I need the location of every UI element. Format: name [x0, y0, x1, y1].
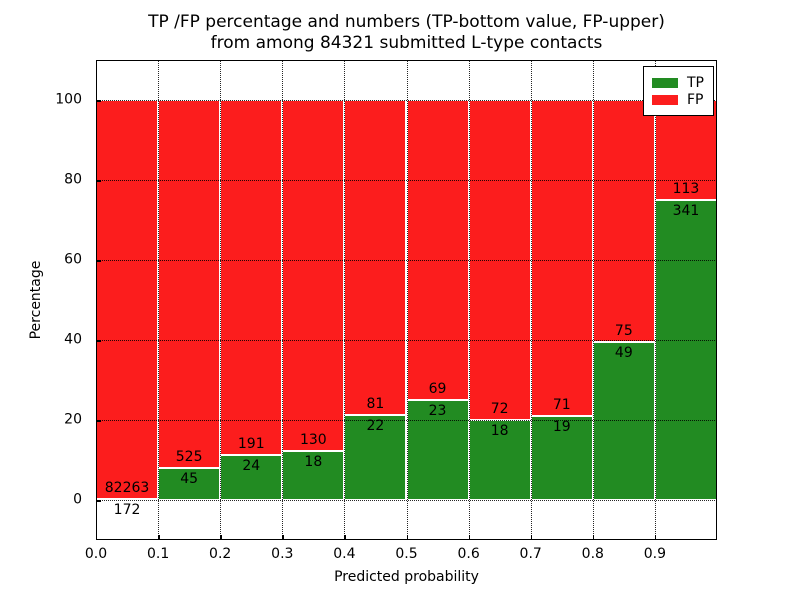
y-tick-mark [96, 340, 101, 342]
x-tick-label: 0.8 [581, 546, 604, 562]
fp-count-label: 82263 [104, 480, 150, 497]
tp-bar-segment [468, 420, 531, 500]
gridline-vertical [530, 60, 532, 540]
fp-bar-segment [282, 100, 345, 452]
x-tick-label: 0.3 [271, 546, 294, 562]
y-tick-mark [96, 100, 101, 102]
tp-count-label: 24 [242, 458, 261, 475]
tp-count-label: 18 [304, 454, 323, 471]
x-tick-label: 0.2 [209, 546, 232, 562]
legend-item-tp: TP [652, 75, 704, 90]
fp-count-label: 75 [614, 322, 633, 339]
tp-bar-segment [158, 468, 221, 500]
fp-count-label: 113 [672, 180, 700, 197]
x-tick-mark [220, 535, 222, 540]
y-tick-mark [96, 260, 101, 262]
fp-count-label: 525 [175, 449, 203, 466]
fp-legend-swatch [652, 94, 678, 105]
gridline-vertical [654, 60, 656, 540]
legend-item-fp: FP [652, 92, 704, 107]
gridline-vertical [406, 60, 408, 540]
x-axis-label: Predicted probability [334, 569, 479, 585]
tp-count-label: 45 [180, 471, 199, 488]
fp-count-label: 69 [428, 381, 447, 397]
x-tick-label: 0.0 [84, 546, 108, 562]
x-tick-mark [158, 535, 160, 540]
x-tick-label: 0.1 [146, 546, 170, 562]
y-tick-label: 80 [64, 171, 82, 188]
x-tick-label: 0.4 [333, 546, 356, 562]
x-tick-mark [344, 535, 346, 540]
tp-count-label: 341 [672, 202, 700, 219]
gridline-vertical [592, 60, 594, 540]
x-tick-mark [592, 535, 595, 540]
fp-count-label: 72 [490, 401, 509, 417]
y-tick-label: 40 [64, 331, 82, 348]
x-axis-ticks: 0.0 0.1 0.2 0.3 0.4 0.5 0.6 0.7 0.8 0.9 [85, 546, 717, 564]
tp-count-label: 23 [428, 403, 447, 419]
tp-count-label: 49 [614, 344, 633, 361]
y-tick-mark [96, 420, 101, 422]
fp-bar-segment [344, 100, 407, 415]
tp-count-label: 172 [113, 502, 141, 519]
fp-bar-segment [406, 100, 469, 400]
y-tick-label: 100 [55, 91, 82, 108]
tp-bar-segment [220, 455, 283, 500]
fp-count-label: 81 [366, 395, 385, 412]
x-tick-mark [654, 535, 657, 540]
x-tick-mark [282, 535, 284, 540]
tp-bar-segment [282, 451, 345, 500]
fp-bar-segment [96, 100, 159, 500]
y-tick-label: 20 [64, 411, 82, 428]
fp-count-label: 191 [237, 436, 265, 453]
gridline-vertical [344, 60, 346, 540]
x-tick-label: 0.9 [643, 546, 667, 562]
x-tick-mark [406, 535, 408, 540]
tp-bar-segment [530, 415, 593, 500]
x-tick-mark [530, 535, 533, 540]
fp-bar-segment [530, 100, 593, 416]
x-tick-label: 0.5 [395, 546, 418, 562]
x-tick-label: 0.7 [519, 546, 542, 562]
fp-count-label: 130 [299, 432, 327, 449]
y-tick-mark [96, 180, 101, 182]
chart-title-line1: TP /FP percentage and numbers (TP-bottom… [148, 12, 665, 32]
tp-legend-label: TP [687, 74, 704, 91]
chart-title-line2: from among 84321 submitted L-type contac… [210, 33, 603, 53]
gridline-vertical [282, 60, 284, 540]
fp-count-label: 71 [552, 396, 571, 413]
tp-bar-segment [654, 199, 717, 500]
fp-legend-label: FP [687, 91, 704, 108]
x-tick-label: 0.6 [457, 546, 480, 562]
plot-area: TP FP 82263 172 525 45 191 24 130 18 81 22 69 23 72 1… [96, 60, 717, 540]
x-tick-mark [468, 535, 471, 540]
tp-count-label: 18 [490, 423, 509, 439]
fp-bar-segment [592, 100, 655, 342]
fp-bar-segment [220, 100, 283, 456]
gridline-vertical [220, 60, 222, 540]
legend: TP FP [643, 66, 714, 116]
fp-bar-segment [158, 100, 221, 469]
gridline-vertical [158, 60, 160, 540]
y-axis-label: Percentage [28, 260, 44, 340]
tp-legend-swatch [652, 77, 678, 88]
tp-count-label: 19 [552, 418, 571, 435]
gridline-vertical [468, 60, 470, 540]
y-tick-label: 60 [64, 251, 82, 268]
y-axis-ticks: 0 20 40 60 80 100 [0, 60, 89, 540]
y-tick-label: 0 [73, 491, 82, 508]
tp-count-label: 22 [366, 417, 385, 434]
chart-title: TP /FP percentage and numbers (TP-bottom… [96, 12, 717, 54]
y-tick-mark [96, 500, 101, 502]
